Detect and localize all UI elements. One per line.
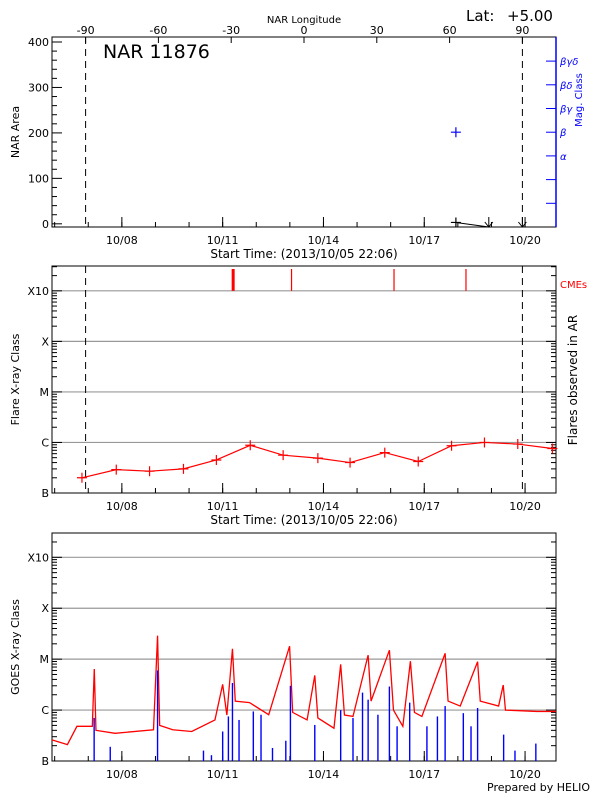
x-tick-label: 10/11 [207, 768, 239, 781]
cme-legend: CMEs [560, 280, 587, 291]
plot-frame-1 [51, 36, 557, 228]
x-tick-label: 10/17 [408, 500, 440, 513]
x-tick-label: 10/17 [408, 234, 440, 247]
y-tick-label: 300 [28, 81, 49, 94]
y-tick-label: 200 [28, 127, 49, 140]
x-tick-label: 10/17 [408, 768, 440, 781]
x-tick-label: 10/11 [207, 234, 239, 247]
flare-point [278, 450, 289, 461]
x-tick-label: 10/08 [106, 500, 138, 513]
mag-class-point [450, 127, 461, 138]
y-tick-label: M [40, 386, 50, 399]
y-tick-label: C [41, 704, 49, 717]
flare-class-line [81, 441, 553, 479]
longitude-tick-label: 0 [301, 24, 308, 37]
x-tick-label: 10/08 [106, 234, 138, 247]
flare-point [76, 472, 87, 483]
y-tick-label: X [41, 602, 49, 615]
longitude-tick-label: -30 [222, 24, 240, 37]
x-tick-label: 10/20 [509, 234, 541, 247]
flare-point [178, 463, 189, 474]
longitude-tick-label: 60 [443, 24, 457, 37]
y-tick-label: X10 [27, 551, 49, 564]
flare-point [345, 457, 356, 468]
x-tick-label: 10/14 [308, 234, 340, 247]
y-tick-label: B [41, 487, 49, 500]
flare-point [512, 439, 523, 450]
area-line [455, 221, 489, 228]
flare-point [479, 437, 490, 448]
off-disk-arrow-icon [484, 217, 494, 228]
mag-class-tick-label: βγδ [559, 57, 578, 68]
lat-value: +5.00 [507, 7, 553, 25]
top-axis-label: NAR Longitude [267, 15, 341, 26]
y-axis-label: Flare X-ray Class [9, 333, 22, 425]
flare-point [446, 440, 457, 451]
longitude-tick-label: -60 [149, 24, 167, 37]
flare-point [144, 466, 155, 477]
mag-class-tick-label: α [560, 152, 567, 163]
credit-text: Prepared by HELIO [487, 781, 590, 794]
flare-point [547, 443, 558, 454]
flare-point [211, 454, 222, 465]
longitude-tick-label: 30 [370, 24, 384, 37]
mag-class-tick-label: βγ [559, 105, 573, 116]
x-axis-label: Start Time: (2013/10/05 22:06) [210, 247, 397, 261]
x-axis-label: Start Time: (2013/10/05 22:06) [210, 513, 397, 527]
plot-frame-3 [51, 532, 557, 762]
flare-point [413, 456, 424, 467]
flare-point [312, 453, 323, 464]
y-tick-label: X [41, 335, 49, 348]
y-tick-label: C [41, 436, 49, 449]
y-tick-label: X10 [27, 285, 49, 298]
flare-point [379, 447, 390, 458]
x-tick-label: 10/14 [308, 500, 340, 513]
off-disk-arrow-icon [518, 217, 527, 228]
x-tick-label: 10/20 [509, 768, 541, 781]
goes-flux-line [51, 635, 556, 746]
mag-class-axis-label: Mag. Class [574, 73, 585, 127]
longitude-tick-label: -90 [77, 24, 95, 37]
y-tick-label: 0 [42, 218, 49, 231]
plot-frame-2 [51, 265, 557, 494]
longitude-tick-label: 90 [515, 24, 529, 37]
mag-class-tick-label: βδ [559, 81, 573, 92]
lat-label: Lat: [466, 7, 494, 25]
flare-point [245, 440, 256, 451]
x-tick-label: 10/11 [207, 500, 239, 513]
y-tick-label: 400 [28, 36, 49, 49]
flares-in-ar-axis-label: Flares observed in AR [566, 315, 580, 445]
y-tick-label: 100 [28, 172, 49, 185]
mag-class-tick-label: β [559, 128, 567, 139]
x-tick-label: 10/14 [308, 768, 340, 781]
y-axis-label: GOES X-ray Class [9, 599, 22, 695]
flare-point [111, 464, 122, 475]
x-tick-label: 10/20 [509, 500, 541, 513]
y-tick-label: M [40, 653, 50, 666]
y-tick-label: B [41, 755, 49, 768]
y-axis-label: NAR Area [9, 106, 22, 158]
chart-title: NAR 11876 [103, 41, 210, 63]
x-tick-label: 10/08 [106, 768, 138, 781]
